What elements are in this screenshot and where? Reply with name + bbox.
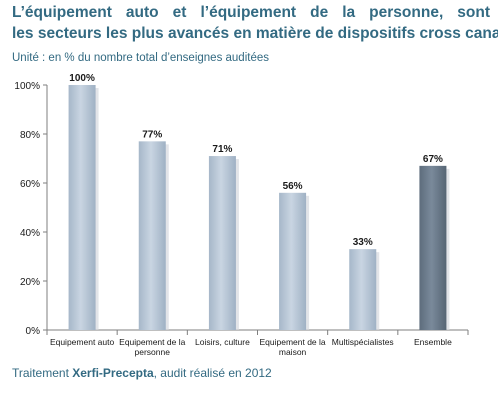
data-label: 71% <box>212 144 232 155</box>
bar <box>349 249 377 330</box>
bar-chart: 0% 20% 40% 60% 80% 100% 100% Equipement auto 77%… <box>14 73 469 357</box>
y-tick-label: 0% <box>26 326 41 337</box>
y-tick-label: 40% <box>20 228 40 239</box>
data-label: 100% <box>69 73 95 84</box>
data-label: 56% <box>283 181 303 192</box>
x-tick-label: maison <box>279 347 307 357</box>
x-tick-label: personne <box>135 347 171 357</box>
source-prefix: Traitement <box>12 366 73 380</box>
bar-highlight <box>419 165 447 330</box>
y-tick-label: 60% <box>20 179 40 190</box>
y-tick-label: 80% <box>20 130 40 141</box>
x-tick-label: Loisirs, culture <box>195 337 250 347</box>
bar <box>208 156 236 330</box>
source-suffix: , audit réalisé en 2012 <box>153 366 272 380</box>
data-label: 77% <box>142 129 162 140</box>
x-tick-label: Equipement de la <box>259 337 325 347</box>
x-tick-label: Ensemble <box>414 337 452 347</box>
unit-note: Unité : en % du nombre total d’enseignes… <box>12 52 269 64</box>
data-label: 33% <box>353 237 373 248</box>
title-line-2: les secteurs les plus avancés en matière… <box>12 25 498 42</box>
y-tick-label: 20% <box>20 277 40 288</box>
y-tick-label: 100% <box>14 81 40 92</box>
data-label: 67% <box>423 154 443 165</box>
x-tick-label: Equipement de la <box>119 337 185 347</box>
x-tick-label: Equipement auto <box>50 337 115 347</box>
chart-title: L’équipement auto et l’équipement de la … <box>12 2 498 44</box>
source-bold: Xerfi-Precepta <box>72 366 154 380</box>
bar <box>279 192 307 330</box>
source-note: Traitement Xerfi-Precepta, audit réalisé… <box>12 366 272 380</box>
title-line-1: L’équipement auto et l’équipement de la … <box>12 4 490 21</box>
bar <box>68 85 96 330</box>
x-tick-label: Multispécialistes <box>332 337 394 347</box>
bar <box>138 141 166 330</box>
